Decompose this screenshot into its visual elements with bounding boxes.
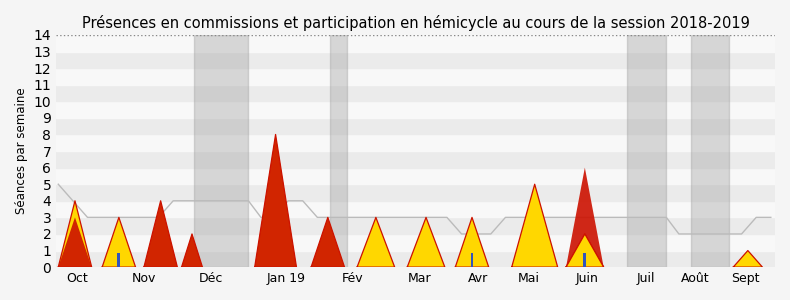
Bar: [56, 101, 775, 118]
Polygon shape: [357, 218, 395, 267]
Polygon shape: [254, 134, 296, 267]
Bar: [56, 218, 775, 234]
Polygon shape: [566, 234, 604, 267]
Polygon shape: [311, 218, 344, 267]
Polygon shape: [144, 201, 178, 267]
Polygon shape: [58, 201, 92, 267]
Polygon shape: [733, 250, 762, 267]
Bar: [626, 35, 666, 267]
Bar: [56, 201, 775, 218]
Polygon shape: [144, 201, 178, 267]
Y-axis label: Séances par semaine: Séances par semaine: [15, 88, 28, 214]
Polygon shape: [566, 168, 604, 267]
Bar: [56, 250, 775, 267]
Polygon shape: [512, 184, 558, 267]
Bar: [194, 35, 248, 267]
Polygon shape: [182, 234, 202, 267]
Polygon shape: [58, 218, 92, 267]
Polygon shape: [311, 218, 344, 267]
Bar: [118, 253, 120, 267]
Bar: [330, 35, 347, 267]
Bar: [56, 68, 775, 85]
Polygon shape: [455, 218, 489, 267]
Title: Présences en commissions et participation en hémicycle au cours de la session 20: Présences en commissions et participatio…: [81, 15, 750, 31]
Bar: [583, 253, 586, 267]
Bar: [56, 118, 775, 134]
Bar: [56, 184, 775, 201]
Bar: [56, 151, 775, 168]
Bar: [691, 35, 729, 267]
Polygon shape: [182, 234, 202, 267]
Bar: [56, 35, 775, 52]
Bar: [56, 52, 775, 68]
Bar: [56, 85, 775, 101]
Bar: [471, 253, 473, 267]
Polygon shape: [566, 234, 604, 267]
Polygon shape: [407, 218, 445, 267]
Polygon shape: [254, 134, 296, 267]
Bar: [56, 168, 775, 184]
Bar: [56, 134, 775, 151]
Polygon shape: [102, 218, 136, 267]
Bar: [56, 234, 775, 250]
